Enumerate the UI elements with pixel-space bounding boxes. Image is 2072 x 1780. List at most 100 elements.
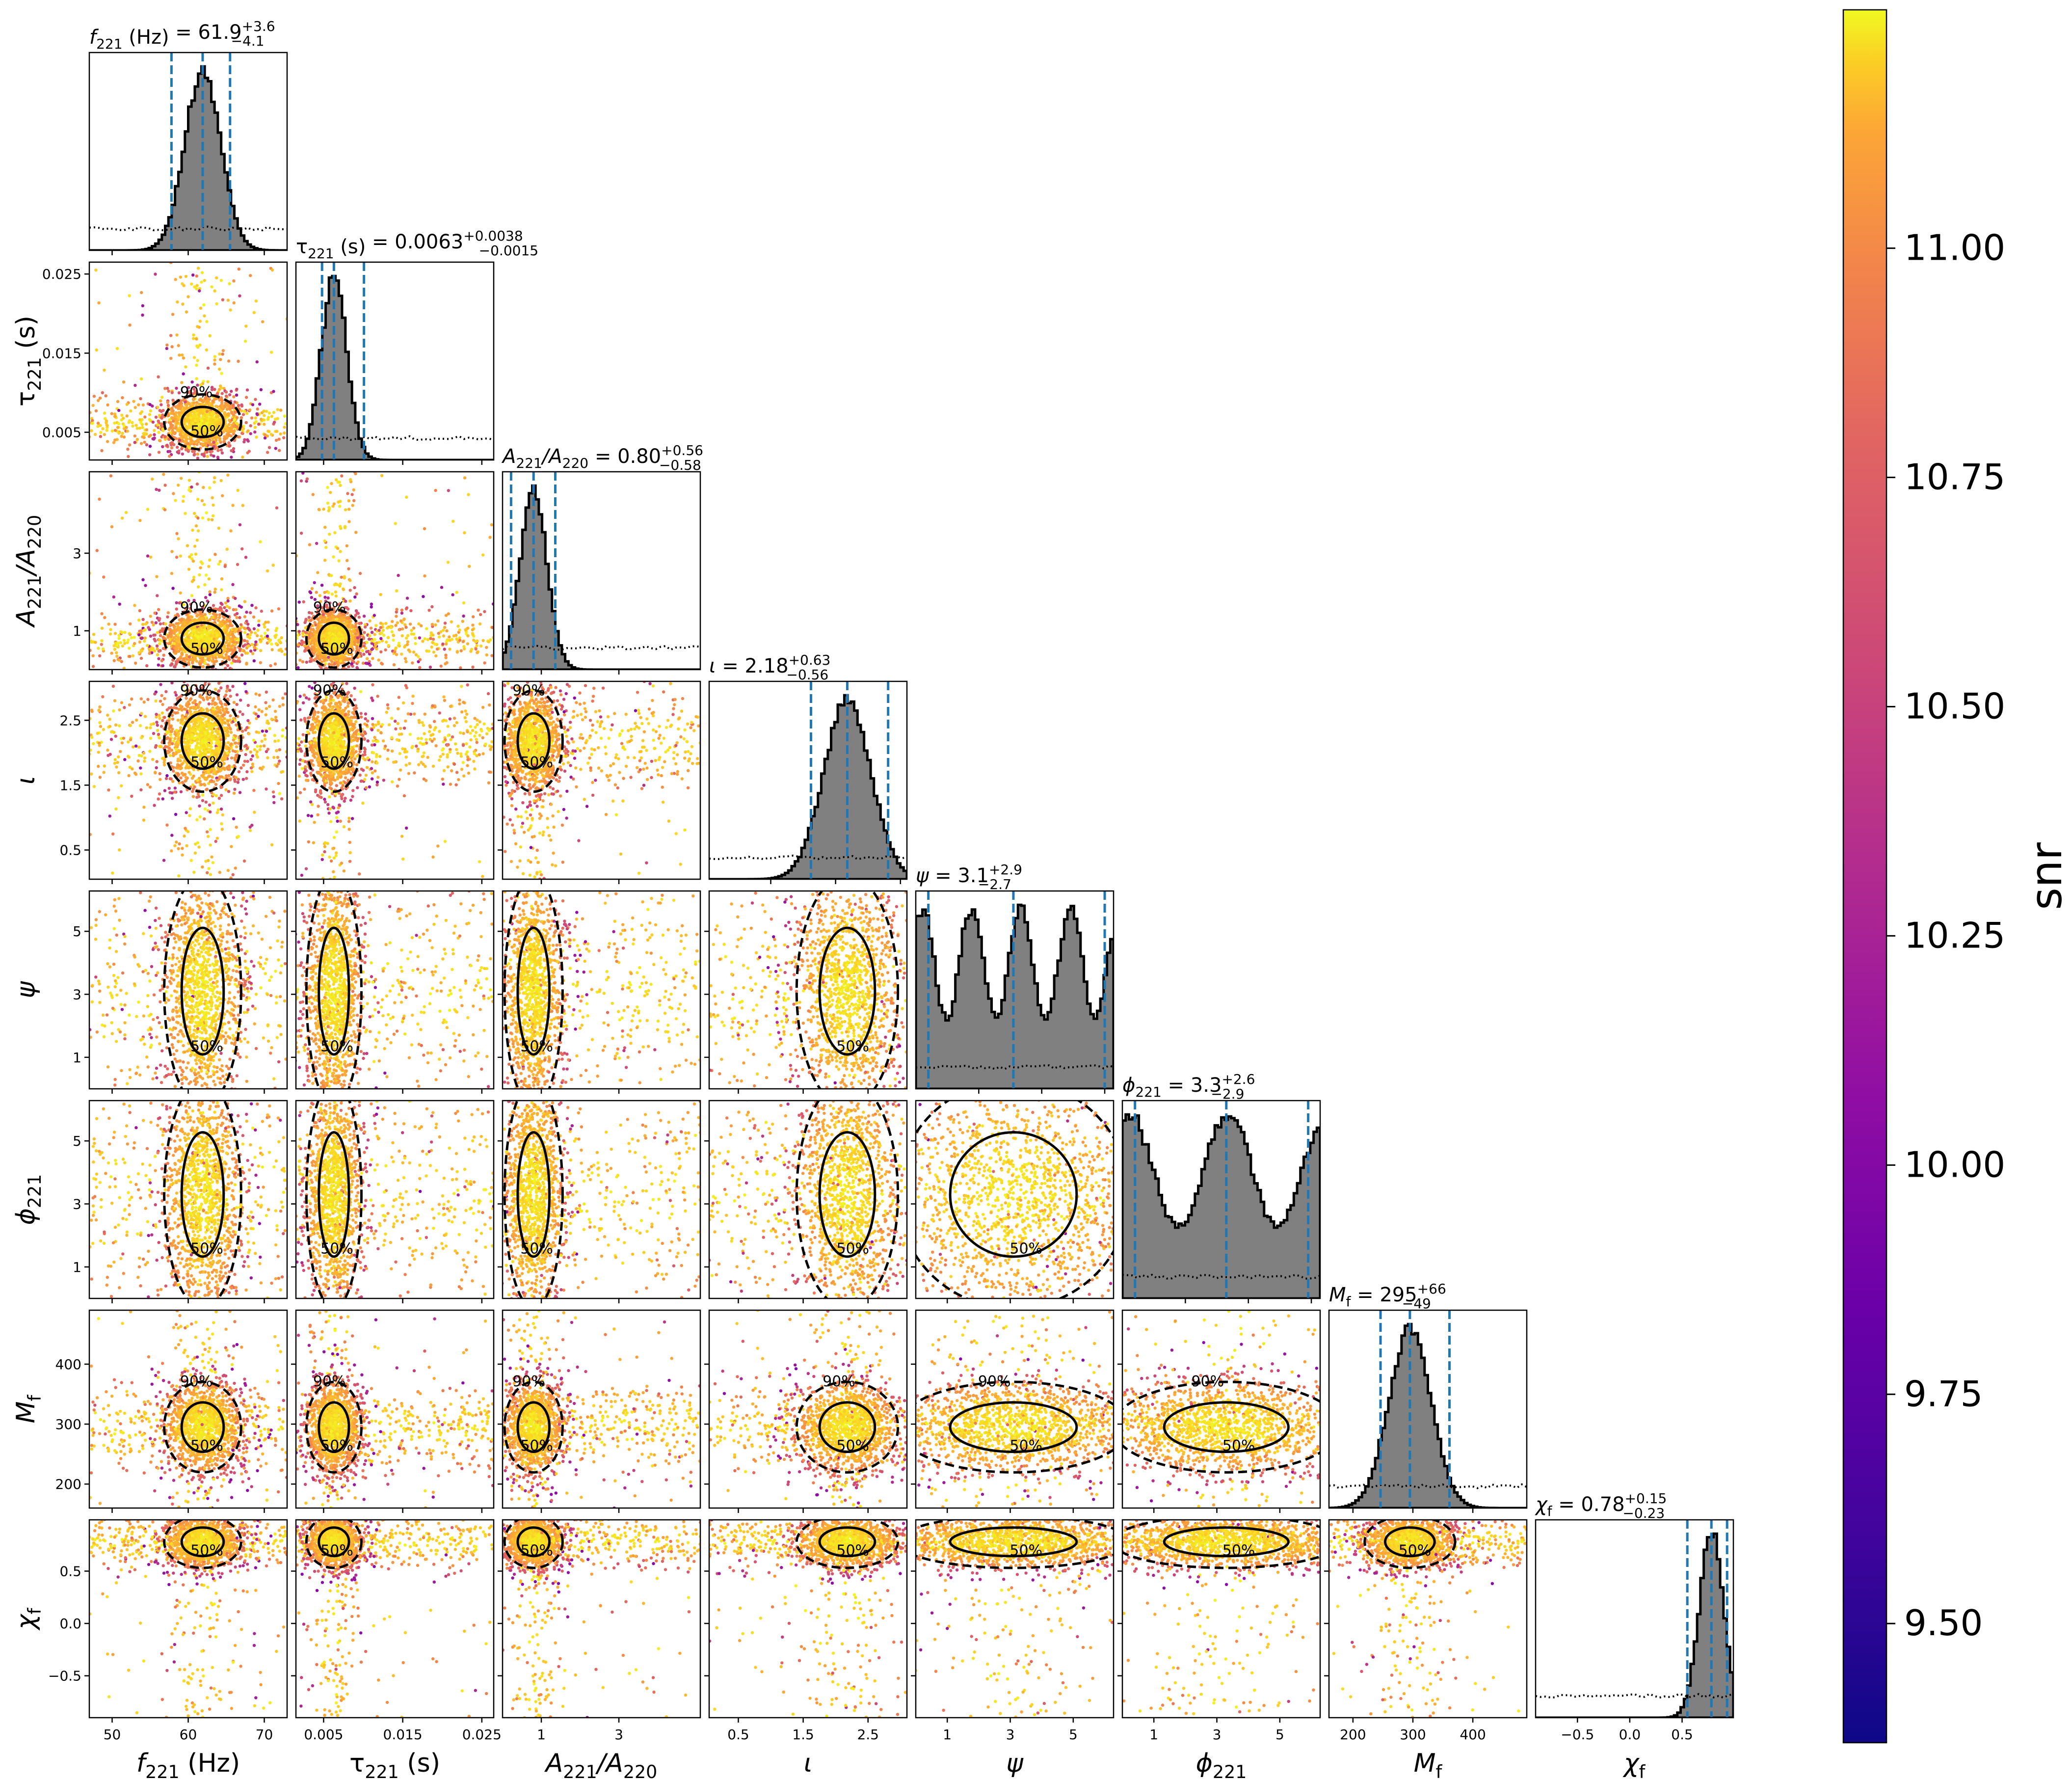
scatter-point bbox=[139, 421, 142, 424]
scatter-point bbox=[205, 349, 208, 351]
scatter-point bbox=[377, 629, 380, 632]
scatter-point bbox=[207, 518, 210, 521]
scatter-point bbox=[322, 678, 325, 681]
scatter-point bbox=[103, 433, 106, 436]
scatter-point bbox=[392, 634, 395, 637]
scatter-point bbox=[223, 411, 226, 414]
scatter-point bbox=[217, 563, 220, 566]
scatter-point bbox=[266, 620, 269, 623]
scatter-point bbox=[224, 601, 227, 604]
scatter-point bbox=[343, 576, 346, 579]
scatter-point bbox=[333, 502, 336, 505]
scatter-point bbox=[381, 662, 384, 665]
scatter-point bbox=[266, 635, 269, 638]
scatter-point bbox=[217, 527, 220, 530]
scatter-point bbox=[203, 662, 206, 665]
scatter-point bbox=[360, 673, 363, 675]
scatter-point bbox=[167, 390, 170, 393]
scatter-point bbox=[229, 529, 232, 532]
scatter-point bbox=[144, 584, 147, 587]
scatter-point bbox=[133, 384, 136, 387]
scatter-point bbox=[259, 745, 262, 748]
scatter-point bbox=[181, 439, 184, 442]
scatter-point bbox=[395, 647, 398, 649]
scatter-point bbox=[445, 614, 448, 617]
scatter-point bbox=[330, 660, 333, 663]
scatter-point bbox=[194, 419, 197, 422]
scatter-point bbox=[142, 461, 145, 464]
scatter-point bbox=[230, 456, 233, 458]
scatter-point bbox=[169, 424, 172, 427]
scatter-point bbox=[193, 512, 196, 515]
scatter-point bbox=[275, 506, 278, 509]
scatter-point bbox=[308, 616, 311, 619]
scatter-point bbox=[396, 621, 399, 624]
scatter-point bbox=[117, 409, 120, 412]
scatter-point bbox=[228, 689, 231, 692]
scatter-point bbox=[316, 655, 319, 658]
scatter-point bbox=[145, 443, 148, 446]
scatter-point bbox=[292, 644, 295, 647]
scatter-point bbox=[196, 453, 199, 456]
scatter-point bbox=[263, 414, 266, 417]
scatter-point bbox=[275, 439, 278, 442]
scatter-point bbox=[256, 755, 259, 758]
scatter-point bbox=[196, 359, 199, 362]
scatter-point bbox=[174, 437, 177, 440]
scatter-point bbox=[278, 449, 281, 452]
scatter-point bbox=[196, 325, 199, 328]
scatter-point bbox=[159, 630, 162, 633]
scatter-point bbox=[184, 365, 187, 368]
scatter-point bbox=[240, 547, 243, 550]
scatter-point bbox=[350, 493, 353, 496]
scatter-point bbox=[434, 654, 437, 657]
scatter-point bbox=[445, 629, 448, 632]
scatter-point bbox=[207, 367, 210, 370]
scatter-point bbox=[379, 593, 382, 596]
scatter-point bbox=[327, 591, 330, 594]
scatter-point bbox=[403, 646, 406, 648]
scatter-point bbox=[270, 433, 273, 436]
scatter-point bbox=[266, 434, 269, 437]
scatter-point bbox=[272, 795, 275, 798]
scatter-point bbox=[230, 390, 233, 393]
scatter-point bbox=[221, 813, 224, 816]
scatter-point bbox=[157, 657, 160, 660]
scatter-point bbox=[310, 596, 313, 599]
scatter-point bbox=[266, 451, 269, 454]
scatter-point bbox=[123, 639, 126, 642]
scatter-point bbox=[94, 269, 97, 271]
scatter-point bbox=[345, 559, 348, 562]
scatter-point bbox=[447, 489, 450, 492]
scatter-point bbox=[368, 634, 371, 637]
scatter-point bbox=[300, 479, 303, 482]
scatter-point bbox=[257, 423, 260, 426]
scatter-point bbox=[159, 622, 162, 625]
scatter-point bbox=[107, 788, 110, 791]
scatter-point bbox=[394, 522, 397, 525]
scatter-point bbox=[225, 391, 228, 394]
scatter-point bbox=[141, 314, 144, 317]
scatter-point bbox=[251, 652, 254, 655]
scatter-point bbox=[91, 422, 94, 425]
scatter-point bbox=[188, 675, 191, 678]
scatter-point bbox=[199, 307, 202, 310]
scatter-point bbox=[177, 633, 180, 636]
scatter-point bbox=[232, 395, 235, 398]
scatter-point bbox=[245, 412, 248, 415]
scatter-point bbox=[176, 446, 179, 449]
scatter-point bbox=[379, 637, 382, 640]
scatter-point bbox=[251, 403, 254, 406]
scatter-point bbox=[195, 524, 198, 527]
scatter-point bbox=[212, 616, 214, 619]
scatter-point bbox=[200, 631, 203, 634]
scatter-point bbox=[270, 415, 273, 418]
scatter-point bbox=[200, 617, 203, 620]
scatter-point bbox=[387, 644, 390, 647]
scatter-point bbox=[233, 419, 236, 422]
scatter-point bbox=[182, 495, 185, 498]
scatter-point bbox=[332, 555, 335, 558]
scatter-point bbox=[335, 594, 338, 597]
scatter-point bbox=[149, 615, 152, 618]
scatter-point bbox=[157, 664, 160, 667]
